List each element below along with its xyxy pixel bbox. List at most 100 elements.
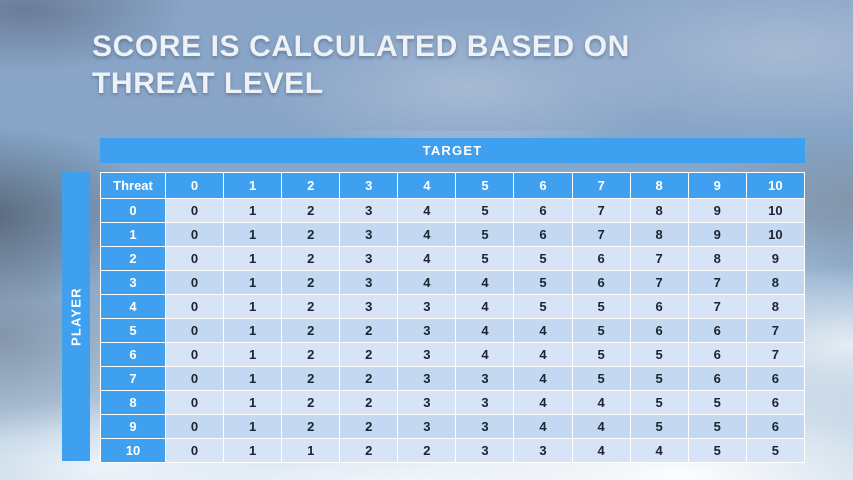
- score-cell: 3: [397, 294, 457, 319]
- score-cell: 5: [455, 222, 515, 247]
- score-cell: 0: [164, 414, 225, 439]
- score-cell: 4: [397, 270, 457, 295]
- score-cell: 3: [339, 294, 399, 319]
- score-cell: 2: [339, 438, 399, 463]
- score-cell: 4: [397, 246, 457, 271]
- target-header-bar: TARGET: [100, 138, 805, 163]
- score-cell: 1: [223, 270, 283, 295]
- score-cell: 1: [223, 414, 283, 439]
- score-cell: 9: [687, 222, 747, 247]
- score-cell: 2: [281, 414, 341, 439]
- score-cell: 0: [164, 294, 225, 319]
- score-cell: 3: [339, 270, 399, 295]
- column-header-8: 8: [629, 172, 689, 199]
- score-cell: 6: [513, 222, 573, 247]
- score-cell: 2: [281, 198, 341, 223]
- score-cell: 1: [223, 390, 283, 415]
- score-cell: 0: [164, 318, 225, 343]
- score-cell: 0: [164, 198, 225, 223]
- score-cell: 5: [629, 342, 689, 367]
- score-cell: 0: [164, 390, 225, 415]
- score-cell: 7: [687, 270, 747, 295]
- row-header-threat-3: 3: [100, 270, 166, 295]
- score-cell: 4: [571, 438, 631, 463]
- score-cell: 7: [571, 222, 631, 247]
- score-cell: 2: [281, 318, 341, 343]
- score-cell: 3: [455, 438, 515, 463]
- score-cell: 10: [745, 198, 806, 223]
- score-cell: 4: [455, 270, 515, 295]
- score-cell: 6: [687, 318, 747, 343]
- score-cell: 5: [571, 342, 631, 367]
- score-cell: 1: [223, 294, 283, 319]
- row-header-threat-1: 1: [100, 222, 166, 247]
- slide-title: SCORE IS CALCULATED BASED ON THREAT LEVE…: [92, 30, 630, 100]
- score-cell: 3: [339, 246, 399, 271]
- score-cell: 4: [513, 366, 573, 391]
- score-cell: 3: [397, 390, 457, 415]
- score-cell: 2: [281, 366, 341, 391]
- column-header-9: 9: [687, 172, 747, 199]
- score-cell: 3: [397, 366, 457, 391]
- row-header-threat-4: 4: [100, 294, 166, 319]
- score-cell: 4: [571, 414, 631, 439]
- column-header-5: 5: [455, 172, 515, 199]
- score-cell: 0: [164, 366, 225, 391]
- score-cell: 4: [397, 198, 457, 223]
- score-cell: 2: [281, 342, 341, 367]
- table-header-row: Threat 0 1 2 3 4 5 6 7 8 9 10: [100, 172, 806, 199]
- score-cell: 6: [571, 246, 631, 271]
- score-cell: 0: [164, 270, 225, 295]
- score-cell: 4: [513, 342, 573, 367]
- score-cell: 2: [281, 270, 341, 295]
- score-cell: 5: [571, 294, 631, 319]
- score-cell: 0: [164, 246, 225, 271]
- score-cell: 8: [745, 270, 806, 295]
- score-cell: 1: [223, 318, 283, 343]
- score-cell: 1: [223, 246, 283, 271]
- score-cell: 5: [629, 390, 689, 415]
- row-header-threat-0: 0: [100, 198, 166, 223]
- row-header-threat-9: 9: [100, 414, 166, 439]
- column-header-6: 6: [513, 172, 573, 199]
- score-cell: 7: [745, 318, 806, 343]
- score-cell: 7: [629, 246, 689, 271]
- score-cell: 4: [455, 318, 515, 343]
- score-cell: 5: [571, 366, 631, 391]
- score-cell: 0: [164, 342, 225, 367]
- score-cell: 2: [339, 318, 399, 343]
- score-cell: 1: [281, 438, 341, 463]
- column-header-3: 3: [339, 172, 399, 199]
- player-header-bar: PLAYER: [62, 172, 90, 461]
- score-cell: 8: [629, 198, 689, 223]
- column-header-10: 10: [745, 172, 806, 199]
- score-cell: 6: [571, 270, 631, 295]
- player-label: PLAYER: [68, 287, 84, 346]
- score-cell: 7: [629, 270, 689, 295]
- score-cell: 2: [339, 366, 399, 391]
- table-row-threat-0: 0 0 1 2 3 4 5 6 7 8 9 10: [100, 198, 806, 223]
- score-cell: 2: [281, 294, 341, 319]
- column-header-0: 0: [164, 172, 225, 199]
- score-cell: 8: [687, 246, 747, 271]
- score-cell: 0: [164, 438, 225, 463]
- score-cell: 6: [513, 198, 573, 223]
- score-cell: 5: [629, 366, 689, 391]
- row-header-threat-7: 7: [100, 366, 166, 391]
- row-header-threat-8: 8: [100, 390, 166, 415]
- score-cell: 5: [513, 246, 573, 271]
- score-cell: 4: [455, 342, 515, 367]
- corner-header-threat: Threat: [100, 172, 166, 199]
- score-cell: 2: [281, 246, 341, 271]
- row-header-threat-5: 5: [100, 318, 166, 343]
- score-cell: 5: [687, 414, 747, 439]
- score-cell: 5: [455, 198, 515, 223]
- score-cell: 6: [745, 390, 806, 415]
- score-cell: 3: [397, 342, 457, 367]
- score-cell: 7: [687, 294, 747, 319]
